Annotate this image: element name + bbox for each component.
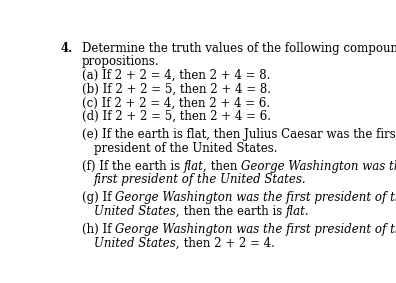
Text: flat,: flat, <box>184 160 207 173</box>
Text: George Washington was the: George Washington was the <box>241 160 396 173</box>
Text: (f) If the earth is: (f) If the earth is <box>82 160 184 173</box>
Text: Determine the truth values of the following compound: Determine the truth values of the follow… <box>82 42 396 55</box>
Text: (g) If: (g) If <box>82 191 115 204</box>
Text: flat.: flat. <box>286 205 309 218</box>
Text: George Washington was the first president of the: George Washington was the first presiden… <box>115 191 396 204</box>
Text: United States,: United States, <box>94 205 179 218</box>
Text: then 2 + 2 = 4.: then 2 + 2 = 4. <box>179 237 274 250</box>
Text: (e) If the earth is flat, then Julius Caesar was the first: (e) If the earth is flat, then Julius Ca… <box>82 128 396 141</box>
Text: (d) If 2 + 2 = 5, then 2 + 4 = 6.: (d) If 2 + 2 = 5, then 2 + 4 = 6. <box>82 110 271 123</box>
Text: 4.: 4. <box>60 42 72 55</box>
Text: (c) If 2 + 2 = 4, then 2 + 4 = 6.: (c) If 2 + 2 = 4, then 2 + 4 = 6. <box>82 97 270 110</box>
Text: propositions.: propositions. <box>82 55 159 68</box>
Text: then the earth is: then the earth is <box>179 205 286 218</box>
Text: first president of the United States.: first president of the United States. <box>94 173 307 186</box>
Text: (b) If 2 + 2 = 5, then 2 + 4 = 8.: (b) If 2 + 2 = 5, then 2 + 4 = 8. <box>82 83 271 96</box>
Text: (a) If 2 + 2 = 4, then 2 + 4 = 8.: (a) If 2 + 2 = 4, then 2 + 4 = 8. <box>82 69 270 82</box>
Text: then: then <box>207 160 241 173</box>
Text: (h) If: (h) If <box>82 223 115 236</box>
Text: president of the United States.: president of the United States. <box>94 142 278 155</box>
Text: United States,: United States, <box>94 237 179 250</box>
Text: George Washington was the first president of the: George Washington was the first presiden… <box>115 223 396 236</box>
